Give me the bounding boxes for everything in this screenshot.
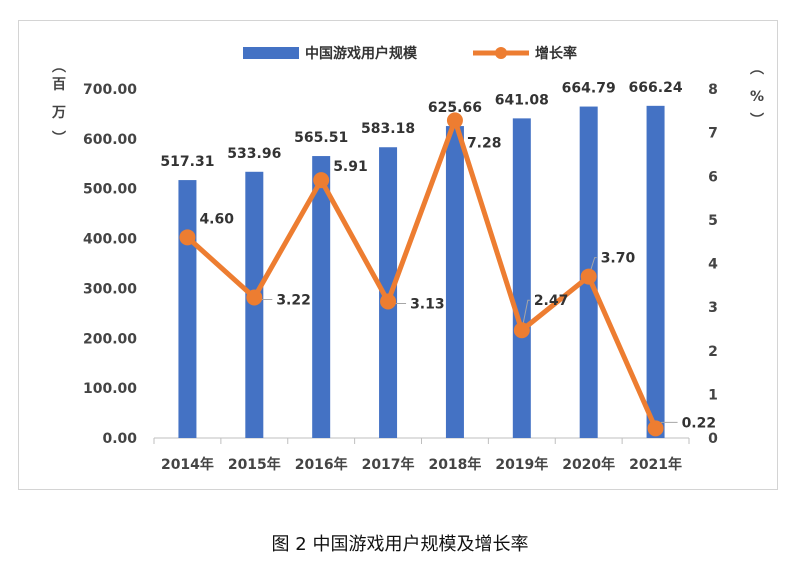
y-right-unit-label: ︵ [749, 61, 764, 77]
line-marker [580, 268, 597, 285]
bar-data-label: 583.18 [361, 121, 415, 137]
line-data-label: 7.28 [467, 135, 502, 151]
line-data-label: 5.91 [333, 159, 368, 175]
bar-data-label: 533.96 [227, 146, 281, 162]
bar-user-scale [646, 105, 665, 438]
y-left-tick-label: 100.00 [83, 381, 137, 397]
bar-data-label: 625.66 [428, 100, 482, 116]
line-data-label: 2.47 [534, 293, 569, 309]
y-right-tick-label: 7 [708, 126, 718, 142]
y-left-tick-label: 200.00 [83, 331, 137, 347]
x-category-label: 2015年 [228, 456, 281, 473]
line-marker [446, 112, 463, 129]
line-marker [513, 322, 530, 339]
y-left-unit-label: ︵ [51, 59, 66, 75]
bar-user-scale [312, 156, 331, 439]
line-data-label: 4.60 [199, 211, 234, 227]
line-label-leader [521, 299, 530, 331]
x-category-label: 2021年 [629, 456, 682, 473]
bar-data-label: 565.51 [294, 130, 348, 146]
line-marker [647, 420, 664, 437]
x-category-label: 2016年 [295, 456, 348, 473]
combo-chart: 0.00 100.00 200.00 300.00 400.00 500.00 600.00… [51, 45, 764, 473]
bar-data-label: 664.79 [562, 81, 616, 97]
line-data-label: 3.22 [276, 293, 311, 309]
line-marker [380, 293, 397, 310]
y-right-tick-label: 6 [708, 169, 718, 185]
line-marker [313, 172, 330, 189]
y-left-unit-label: 百 [52, 77, 66, 93]
bar-data-label: 666.24 [629, 80, 683, 96]
line-growth-rate [184, 117, 659, 431]
line-data-label: 0.22 [682, 415, 717, 431]
bar-user-scale [178, 180, 197, 438]
y-right-tick-label: 4 [708, 257, 718, 273]
y-left-unit-label: 万 [51, 105, 66, 121]
line-data-label: 3.13 [410, 296, 445, 312]
y-right-tick-label: 1 [708, 387, 718, 403]
x-category-label: 2020年 [562, 456, 615, 473]
y-left-tick-label: 400.00 [83, 232, 137, 248]
figure-caption: 图 2 中国游戏用户规模及增长率 [271, 534, 529, 555]
x-category-label: 2018年 [428, 456, 481, 473]
y-left-tick-label: 600.00 [83, 132, 137, 148]
y-left-unit-label: ︶ [51, 130, 66, 147]
y-right-tick-label: 5 [708, 213, 718, 229]
y-right-unit-label: ︶ [749, 112, 764, 129]
y-right-tick-label: 3 [708, 300, 718, 316]
x-category-label: 2019年 [495, 456, 548, 473]
legend-bar-label: 中国游戏用户规模 [305, 45, 418, 62]
bar-data-label: 517.31 [160, 154, 214, 170]
line-marker [246, 289, 263, 306]
y-right-tick-label: 8 [708, 82, 718, 98]
line-marker [179, 229, 196, 246]
y-left-tick-label: 700.00 [83, 82, 137, 98]
bar-data-label: 641.08 [495, 92, 549, 108]
y-left-tick-label: 0.00 [102, 431, 137, 447]
legend-bar-swatch [243, 47, 299, 59]
y-left-tick-label: 500.00 [83, 182, 137, 198]
bar-user-scale [512, 118, 531, 439]
x-category-label: 2017年 [362, 456, 415, 473]
y-left-tick-label: 300.00 [83, 281, 137, 297]
chart-frame: 0.00 100.00 200.00 300.00 400.00 500.00 600.00… [18, 20, 778, 490]
legend-line-marker [495, 47, 507, 59]
y-right-unit-label: % [750, 89, 764, 105]
x-category-label: 2014年 [161, 456, 214, 473]
y-right-tick-label: 0 [708, 431, 718, 447]
bar-user-scale [379, 147, 398, 438]
legend-line-label: 增长率 [535, 45, 577, 62]
line-data-label: 3.70 [601, 251, 636, 267]
y-right-tick-label: 2 [708, 344, 718, 360]
bar-user-scale [445, 126, 464, 439]
